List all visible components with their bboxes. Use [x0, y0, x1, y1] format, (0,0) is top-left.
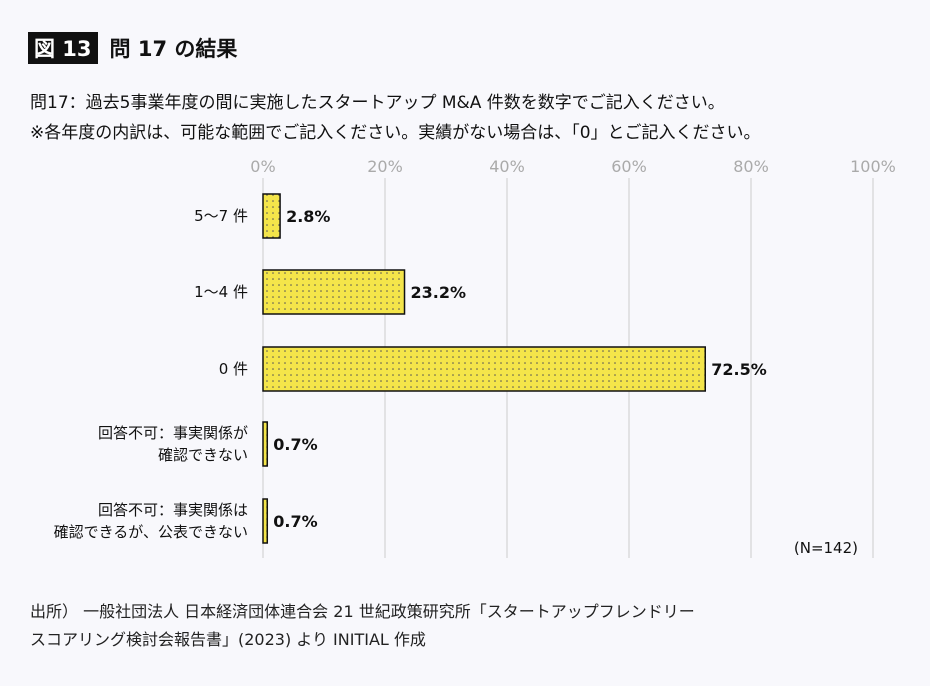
figure-title: 問 17 の結果: [109, 37, 238, 61]
value-label: 0.7%: [273, 512, 317, 531]
x-tick-label: 40%: [489, 157, 525, 176]
category-label: 0 件: [219, 360, 248, 378]
x-tick-label: 20%: [367, 157, 403, 176]
value-label: 23.2%: [411, 283, 467, 302]
category-label: 5〜7 件: [194, 207, 248, 225]
category-label: 回答不可：事実関係は: [98, 501, 248, 519]
source-line-2: スコアリング検討会報告書」(2023) より INITIAL 作成: [30, 630, 426, 649]
category-label: 確認できるが、公表できない: [54, 523, 248, 541]
value-label: 2.8%: [286, 207, 330, 226]
source-line-1: 出所） 一般社団法人 日本経済団体連合会 21 世紀政策研究所「スタートアップフ…: [30, 602, 695, 621]
question-line-2: ※各年度の内訳は、可能な範囲でご記入ください。実績がない場合は、「0」とご記入く…: [30, 123, 761, 143]
bar: [262, 346, 706, 392]
question-line-1: 問17：過去5事業年度の間に実施したスタートアップ M&A 件数を数字でご記入く…: [30, 93, 725, 113]
figure-tag: 図 13: [28, 32, 98, 64]
x-tick-label: 80%: [733, 157, 769, 176]
category-label: 確認できない: [158, 446, 248, 464]
value-label: 72.5%: [711, 360, 767, 379]
category-label: 1〜4 件: [194, 283, 248, 301]
bar: [262, 421, 269, 467]
sample-size-note: (N=142): [794, 539, 858, 557]
value-label: 0.7%: [273, 435, 317, 454]
category-label: 回答不可：事実関係が: [98, 424, 248, 442]
bar: [262, 269, 406, 315]
bar: [262, 498, 269, 544]
figure-header: 図 13 問 17 の結果: [28, 32, 237, 64]
bar-chart: 0% 20% 40% 60% 80% 100% 2.8% 5〜7 件 23.2% 1〜4 件 72.…: [54, 157, 896, 558]
bar: [262, 193, 281, 239]
x-tick-label: 60%: [611, 157, 647, 176]
x-tick-label: 100%: [850, 157, 896, 176]
x-tick-label: 0%: [250, 157, 275, 176]
